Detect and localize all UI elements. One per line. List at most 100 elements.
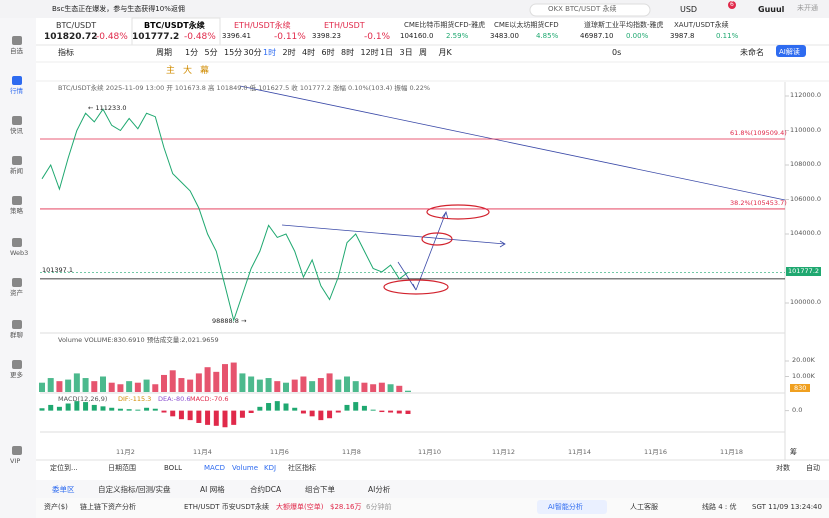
chip-button[interactable]: 筹 xyxy=(790,448,797,456)
sidebar-icon xyxy=(12,76,22,85)
trend-line xyxy=(239,85,786,201)
countdown: 0s xyxy=(612,48,622,57)
status-bar xyxy=(36,498,829,518)
macd-bar xyxy=(344,404,350,411)
highlight-ellipse xyxy=(383,279,449,295)
sidebar-item[interactable]: 新闻 xyxy=(10,167,23,175)
sidebar-item[interactable]: VIP xyxy=(10,457,21,465)
x-tick-label: 11月12 xyxy=(492,448,516,456)
bottom-tool[interactable]: 对数 xyxy=(776,464,790,472)
ticker-name[interactable]: 道琼斯工业平均指数-雅虎 xyxy=(584,21,664,29)
y-tick-label: 112000.0 xyxy=(790,91,822,99)
interval-button[interactable]: 1时 xyxy=(263,48,277,57)
volume-bar xyxy=(352,381,359,392)
ticker-name[interactable]: ETH/USDT xyxy=(324,21,365,30)
notification-badge: 6 xyxy=(728,1,736,9)
ticker-name[interactable]: BTC/USDT xyxy=(56,21,97,30)
status-item: 资产($) xyxy=(44,503,68,511)
ai-button-label[interactable]: AI解读 xyxy=(779,48,800,56)
macd-bar xyxy=(109,407,115,411)
arrow xyxy=(415,211,449,291)
interval-button[interactable]: 6时 xyxy=(321,48,335,57)
interval-button[interactable]: 1日 xyxy=(380,48,394,57)
ticker-price: 3396.41 xyxy=(222,32,251,40)
ai-analysis-button[interactable] xyxy=(537,500,607,514)
sidebar-item[interactable]: 自选 xyxy=(10,47,23,55)
ticker-name[interactable]: ETH/USDT永续 xyxy=(234,21,291,30)
macd-dif: DIF:-115.3 xyxy=(118,395,152,403)
volume-bar xyxy=(204,367,211,392)
macd-bar xyxy=(292,407,298,411)
interval-button[interactable]: 1分 xyxy=(185,48,199,57)
bottom-tool[interactable]: 社区指标 xyxy=(288,464,316,472)
ticker-price: 46987.10 xyxy=(580,32,614,40)
x-tick-label: 11月6 xyxy=(270,448,289,456)
macd-bar xyxy=(353,402,359,411)
tab[interactable]: AI 网格 xyxy=(200,485,225,494)
bottom-tool[interactable]: MACD xyxy=(204,464,225,472)
bottom-tool[interactable]: 日期范围 xyxy=(108,464,136,472)
macd-bar xyxy=(187,410,193,421)
drawing-tool[interactable]: 主 xyxy=(166,66,176,76)
volume-bar xyxy=(82,378,89,392)
interval-button[interactable]: 4时 xyxy=(302,48,316,57)
ticker-name[interactable]: CME以太坊期货CFD xyxy=(494,21,559,29)
currency-select[interactable]: USD xyxy=(680,5,698,14)
sidebar-item[interactable]: 策略 xyxy=(10,207,23,215)
x-tick-label: 11月2 xyxy=(116,448,135,456)
ai-button[interactable] xyxy=(776,45,806,57)
volume-bar xyxy=(326,373,333,392)
macd-bar xyxy=(196,410,202,423)
ticker-price: 101820.72 xyxy=(44,32,98,42)
ticker-name[interactable]: XAUT/USDT永续 xyxy=(674,21,729,29)
tab[interactable]: 委单区 xyxy=(52,485,75,494)
account-status: 未开通 xyxy=(797,4,818,12)
sidebar-item[interactable]: 行情 xyxy=(10,87,23,95)
volume-bar xyxy=(187,379,194,392)
interval-button[interactable]: 周 xyxy=(419,48,427,57)
bottom-tool[interactable]: Volume xyxy=(232,464,259,472)
x-tick-label: 11月10 xyxy=(418,448,442,456)
interval-button[interactable]: 15分 xyxy=(224,48,243,57)
ticker-name[interactable]: CME比特币期货CFD-雅虎 xyxy=(404,21,486,29)
bottom-tool[interactable]: 定位到... xyxy=(50,464,78,472)
interval-button[interactable]: 12时 xyxy=(360,48,379,57)
ticker-change: 4.85% xyxy=(536,32,559,40)
interval-button[interactable]: 8时 xyxy=(341,48,355,57)
interval-button[interactable]: 5分 xyxy=(204,48,218,57)
tab[interactable]: 组合下单 xyxy=(305,485,335,494)
sidebar-item[interactable]: 资产 xyxy=(10,289,23,297)
interval-button[interactable]: 2时 xyxy=(282,48,296,57)
volume-bar xyxy=(396,385,403,392)
interval-button[interactable]: 3日 xyxy=(399,48,413,57)
volume-bar xyxy=(283,382,289,392)
indicator-button[interactable]: 指标 xyxy=(58,48,74,57)
macd-bar xyxy=(48,404,54,411)
tab[interactable]: 合约DCA xyxy=(250,485,282,494)
macd-bar xyxy=(231,410,237,425)
period-button[interactable]: 周期 xyxy=(156,48,172,57)
interval-button[interactable]: 月K xyxy=(438,48,452,57)
bottom-tool[interactable]: 自动 xyxy=(806,464,820,472)
volume-bar xyxy=(178,378,185,392)
bottom-tool[interactable]: KDJ xyxy=(264,464,277,472)
sidebar-item[interactable]: 更多 xyxy=(10,371,23,379)
sidebar-icon xyxy=(12,156,22,165)
tab[interactable]: AI分析 xyxy=(368,485,391,494)
drawing-tool[interactable]: 幕 xyxy=(200,66,210,76)
drawing-tool[interactable]: 大 xyxy=(183,66,193,76)
user-name: Guuul xyxy=(758,5,785,14)
interval-button[interactable]: 30分 xyxy=(243,48,262,57)
ticker-name[interactable]: BTC/USDT永续 xyxy=(144,21,205,30)
layout-select[interactable]: 未命名 xyxy=(740,48,764,57)
sidebar-item[interactable]: 群聊 xyxy=(10,331,23,339)
support-label: 101397.1 xyxy=(42,265,74,274)
bottom-tool[interactable]: BOLL xyxy=(164,464,182,472)
high-label: ← 111233.0 xyxy=(88,104,127,113)
sidebar-item[interactable]: 快讯 xyxy=(10,127,23,135)
sidebar-item[interactable]: Web3 xyxy=(10,249,29,257)
macd-bar xyxy=(239,410,245,418)
search-box[interactable] xyxy=(529,3,651,17)
tab[interactable]: 自定义指标/回测/实盘 xyxy=(98,485,171,494)
